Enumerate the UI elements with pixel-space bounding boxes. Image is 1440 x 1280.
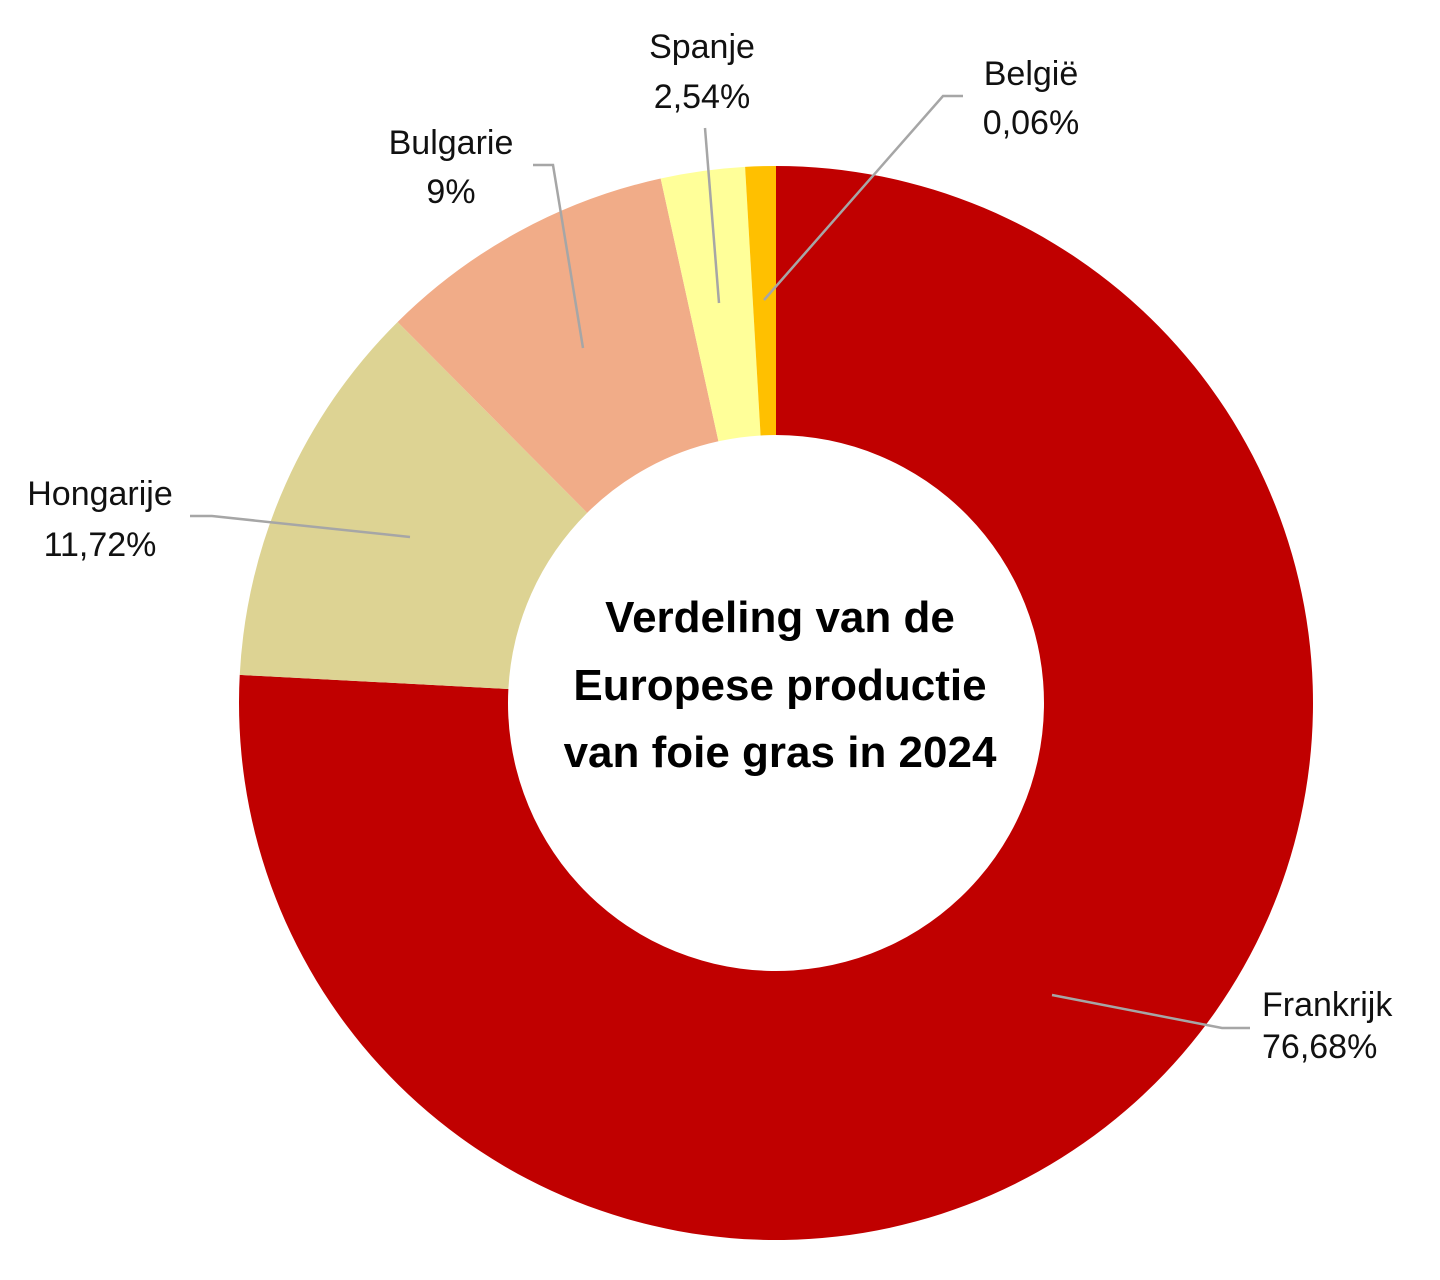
title-line-2: Europese productie — [573, 661, 986, 710]
slice-bulgarie — [397, 178, 719, 513]
donut-slices — [238, 166, 1313, 1240]
leader-line-spanje — [703, 127, 721, 304]
slice-name-spanje: Spanje — [649, 28, 755, 66]
chart-title: Verdeling van de Europese productie van … — [564, 593, 997, 777]
leader-line-frankrijk — [1051, 993, 1250, 1030]
leader-line-bulgarie — [533, 163, 585, 349]
slice-belgië — [745, 166, 776, 436]
slice-name-hongarije: Hongarije — [27, 475, 173, 513]
title-line-1: Verdeling van de — [605, 593, 955, 642]
leader-lines — [190, 94, 1250, 1030]
slice-value-belgië: 0,06% — [983, 104, 1079, 142]
slice-spanje — [660, 166, 761, 442]
leader-line-belgië — [763, 94, 963, 301]
slice-value-spanje: 2,54% — [654, 78, 750, 116]
slice-name-frankrijk: Frankrijk — [1262, 986, 1393, 1024]
slice-name-belgië: België — [984, 55, 1079, 93]
slice-value-frankrijk: 76,68% — [1262, 1028, 1377, 1066]
title-line-3: van foie gras in 2024 — [564, 728, 997, 777]
slice-name-bulgarie: Bulgarie — [389, 124, 514, 162]
leader-line-hongarije — [190, 514, 411, 539]
slice-labels: Frankrijk 76,68% Hongarije 11,72% Bulgarie 9%… — [27, 28, 1393, 1066]
slice-value-bulgarie: 9% — [426, 173, 475, 211]
slice-frankrijk — [238, 166, 1313, 1240]
slice-value-hongarije: 11,72% — [44, 526, 157, 564]
slice-hongarije — [239, 321, 588, 689]
